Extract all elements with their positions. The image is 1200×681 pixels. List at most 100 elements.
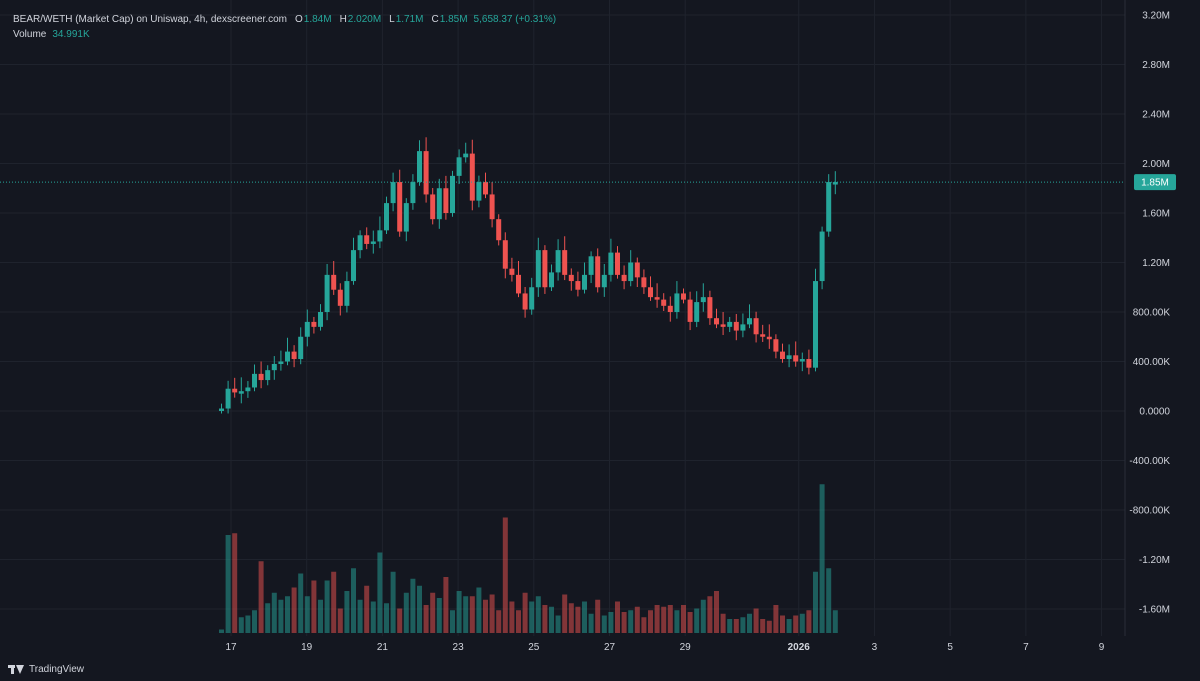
volume-bar [370,601,376,633]
high-value: 2.020M [347,14,382,25]
candle-body [318,312,323,327]
volume-bar [793,615,799,633]
candle-body [648,287,653,298]
candle-body [489,194,495,220]
close-label: C [431,14,439,25]
candle-body [766,336,772,340]
price-axis[interactable]: 3.20M 2.80M 2.40M 2.00M 1.60M 1.20M 800.00K 400… [1129,11,1170,616]
candle-body [720,324,726,327]
candle-body [357,235,363,251]
volume-bar [351,568,356,633]
volume-bar [304,596,310,633]
y-tick-label: 0.0000 [1139,407,1170,418]
candle-body [436,188,442,220]
candle-body [351,250,356,282]
volume-bar [509,601,515,633]
grid-lines [0,0,1126,636]
candle-body [463,153,469,158]
x-tick-label: 19 [301,642,313,653]
time-axis[interactable]: 17 19 21 23 25 27 29 2026 3 5 7 9 [225,642,1104,653]
volume-bar [766,620,772,633]
volume-bar [265,603,271,633]
x-tick-label: 21 [377,642,389,653]
y-tick-label: 2.40M [1142,110,1170,121]
candle-body [271,363,277,371]
x-tick-label: 25 [528,642,540,653]
candle-body [707,297,713,319]
change-value: 5,658.37 (+0.31%) [473,14,557,25]
volume-bar [397,608,403,633]
volume-bar [496,610,502,633]
candle-body [311,321,317,327]
volume-bar [628,610,634,633]
volume-bar [608,612,614,633]
candle-body [324,274,330,312]
y-tick-label: 2.80M [1142,60,1170,71]
candle-body [443,188,449,213]
volume-bar [311,580,317,633]
candle-body [238,391,244,394]
candle-body [568,274,574,282]
candle-body [562,250,568,275]
volume-bar [456,591,462,633]
candle-body [608,252,614,275]
candle-body [786,355,792,360]
candle-body [700,297,706,303]
candle-body [476,182,482,201]
y-tick-label: 3.20M [1142,11,1170,22]
candles [219,137,838,414]
volume-bar [377,552,383,633]
volume-bar [588,613,594,633]
volume-bar [483,599,488,633]
brand-name: TradingView [29,664,85,675]
volume-bar [720,613,726,633]
volume-bar [344,591,350,633]
candle-body [575,281,581,290]
volume-bar [285,596,290,633]
candle-body [793,355,799,362]
candle-body [555,250,561,273]
volume-bar [733,619,739,633]
candle-body [384,203,389,231]
volume-bar [832,610,838,633]
legend-ohlc-row: BEAR/WETH (Market Cap) on Uniswap, 4h, d… [13,12,556,27]
candle-body [780,351,785,360]
candle-body [740,324,746,331]
footer-brand[interactable]: TradingView [8,664,84,675]
volume-bar [773,605,779,633]
candle-body [502,240,508,269]
y-tick-label: 2.00M [1142,159,1170,170]
y-tick-label: -1.20M [1139,555,1170,566]
x-tick-label: 23 [453,642,465,653]
candle-body [232,388,238,393]
candle-body [773,339,779,352]
candle-body [727,321,733,327]
candle-body [813,281,818,368]
y-tick-label: -400.00K [1129,456,1170,467]
candle-body [331,274,337,290]
volume-bar [707,596,713,633]
candle-body [337,289,343,306]
candle-body [661,299,667,306]
candle-body [733,321,739,331]
volume-bar [318,599,323,633]
symbol-title[interactable]: BEAR/WETH (Market Cap) on Uniswap, 4h, d… [13,14,287,25]
candle-body [714,318,719,325]
candle-body [634,262,640,278]
volume-bar [489,594,495,633]
candle-body [535,250,541,288]
candle-body [674,293,680,312]
high-label: H [339,14,347,25]
volume-bar [760,619,766,633]
candle-body [529,287,535,310]
volume-bar [687,612,693,633]
volume-bar [747,613,752,633]
candle-body [265,370,271,381]
candle-body [760,334,766,337]
y-tick-label: 400.00K [1133,357,1171,368]
candle-body [753,318,759,335]
volume-bar [529,601,535,633]
volume-bar [753,608,759,633]
volume-bar [436,598,442,633]
